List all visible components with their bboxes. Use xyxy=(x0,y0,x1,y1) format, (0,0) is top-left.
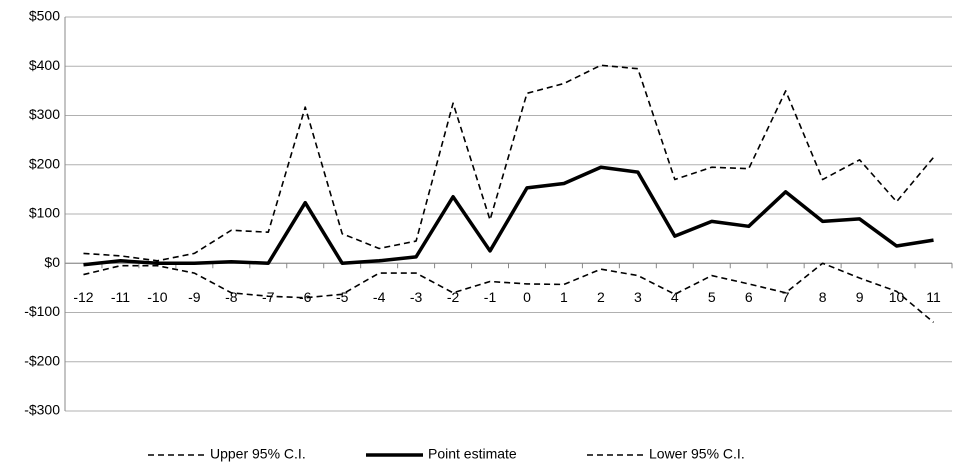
series-line xyxy=(83,64,935,262)
x-tick-label: -4 xyxy=(373,289,386,305)
x-tick-label: 8 xyxy=(819,289,827,305)
y-tick-label: $500 xyxy=(29,8,60,24)
x-tick-label: 9 xyxy=(856,289,864,305)
x-tick-label: -12 xyxy=(73,289,93,305)
x-tick-label: 11 xyxy=(926,289,941,305)
x-tick-label: -2 xyxy=(447,289,460,305)
x-tick-label: -3 xyxy=(410,289,423,305)
x-tick-label: -8 xyxy=(225,289,238,305)
x-tick-label: -10 xyxy=(147,289,167,305)
y-tick-label: $200 xyxy=(29,155,60,171)
y-tick-label: -$100 xyxy=(24,303,60,319)
x-tick-label: -6 xyxy=(299,289,312,305)
x-tick-label: 6 xyxy=(745,289,753,305)
y-tick-label: $400 xyxy=(29,57,60,73)
x-tick-label: 5 xyxy=(708,289,716,305)
x-tick-label: -5 xyxy=(336,289,349,305)
series-line xyxy=(83,262,935,323)
y-tick-label: -$200 xyxy=(24,352,60,368)
x-tick-label: 2 xyxy=(597,289,605,305)
y-tick-label: -$300 xyxy=(24,402,60,418)
x-tick-label: 3 xyxy=(634,289,642,305)
y-tick-label: $0 xyxy=(44,254,60,270)
y-tick-label: $300 xyxy=(29,106,60,122)
x-tick-label: -11 xyxy=(111,289,130,305)
x-tick-label: 10 xyxy=(889,289,905,305)
series-line xyxy=(83,165,934,267)
x-tick-label: -1 xyxy=(484,289,497,305)
x-tick-label: 4 xyxy=(671,289,679,305)
x-tick-label: 7 xyxy=(782,289,790,305)
legend-label: Upper 95% C.I. xyxy=(210,446,306,462)
x-tick-label: 0 xyxy=(523,289,531,305)
x-tick-label: 1 xyxy=(560,289,568,305)
legend-label: Lower 95% C.I. xyxy=(649,446,745,462)
y-tick-label: $100 xyxy=(29,205,60,221)
legend-label: Point estimate xyxy=(428,446,517,462)
x-tick-label: -9 xyxy=(188,289,201,305)
